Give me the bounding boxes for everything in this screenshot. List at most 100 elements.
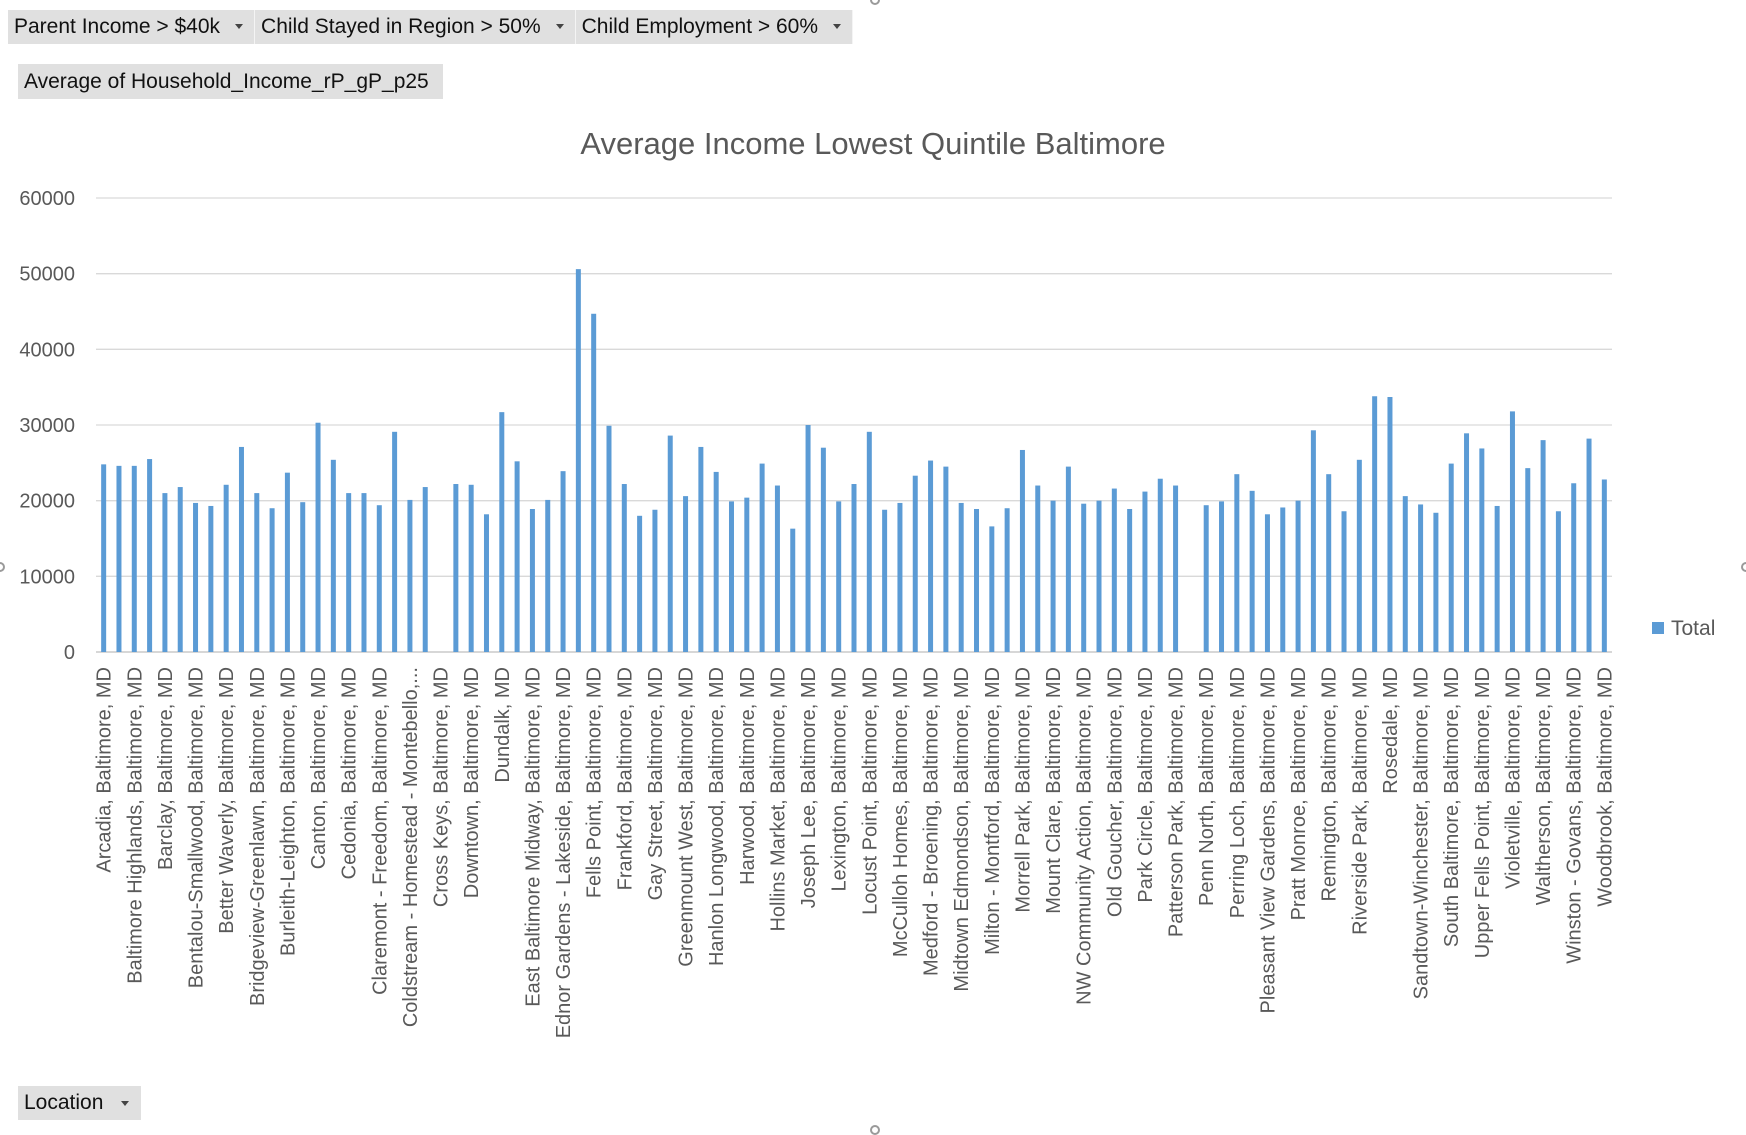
bar (637, 515, 643, 652)
bar (422, 487, 428, 652)
bar (1280, 507, 1286, 652)
bar (1081, 503, 1087, 652)
dropdown-arrow-icon[interactable] (121, 1101, 130, 1106)
bar (1111, 488, 1117, 652)
x-tick-label: Bridgeview-Greenlawn, Baltimore, MD (247, 667, 269, 1006)
bar (882, 509, 888, 652)
bar (1127, 508, 1133, 652)
dropdown-arrow-icon[interactable] (235, 24, 244, 29)
x-tick-label: Downtown, Baltimore, MD (461, 667, 483, 898)
dropdown-arrow-icon[interactable] (555, 24, 564, 29)
bar (1586, 438, 1592, 652)
bar (453, 484, 459, 652)
x-tick-label: Greenmount West, Baltimore, MD (676, 667, 698, 967)
bar (1050, 500, 1056, 652)
bar (162, 493, 168, 652)
bar (1004, 508, 1010, 652)
bar (1418, 504, 1424, 652)
y-tick-label: 20000 (19, 491, 75, 513)
bar-series (101, 269, 1607, 652)
bar (759, 463, 765, 652)
dropdown-arrow-icon[interactable] (833, 24, 842, 29)
bar (529, 508, 535, 652)
bar (1326, 474, 1332, 652)
x-tick-label: Medford - Broening, Baltimore, MD (921, 667, 943, 976)
bar (928, 460, 934, 652)
x-tick-label: Rosedale, MD (1380, 667, 1402, 794)
value-field-label: Average of Household_Income_rP_gP_p25 (24, 69, 429, 93)
bar (116, 465, 122, 652)
bar (361, 493, 367, 652)
bar (591, 313, 597, 652)
bar (1479, 448, 1485, 652)
bar (728, 501, 734, 652)
bar (958, 502, 964, 652)
filter-parent-income[interactable]: Parent Income > $40k (8, 10, 256, 44)
bar (1402, 496, 1408, 652)
x-tick-label: Bentalou-Smallwood, Baltimore, MD (186, 667, 208, 988)
chart-title: Average Income Lowest Quintile Baltimore (580, 126, 1165, 161)
x-tick-label: Locust Point, Baltimore, MD (859, 667, 881, 915)
value-field-button[interactable]: Average of Household_Income_rP_gP_p25 (18, 64, 443, 99)
bar (1310, 430, 1316, 652)
bar (1372, 396, 1378, 652)
x-tick-label: Burleith-Leighton, Baltimore, MD (277, 667, 299, 956)
bar (1601, 479, 1607, 652)
bar (1525, 468, 1531, 652)
x-tick-label: Patterson Park, Baltimore, MD (1166, 667, 1188, 937)
bar (376, 505, 382, 652)
bar (1341, 511, 1347, 652)
x-tick-label: Dundalk, MD (492, 667, 514, 783)
x-tick-label: Harwood, Baltimore, MD (737, 667, 759, 885)
bar (897, 502, 903, 652)
bar (1387, 397, 1393, 652)
bar (147, 459, 153, 652)
y-tick-label: 50000 (19, 264, 75, 286)
bar (330, 459, 336, 652)
axis-field-button-location[interactable]: Location (18, 1086, 142, 1120)
chart-resize-handle-top[interactable] (870, 0, 880, 5)
x-tick-label: Fells Point, Baltimore, MD (584, 667, 606, 898)
x-tick-label: Penn North, Baltimore, MD (1196, 667, 1218, 906)
bar (1203, 505, 1209, 652)
bar (468, 484, 474, 652)
x-tick-label: Barclay, Baltimore, MD (155, 667, 177, 870)
bar (1494, 505, 1500, 652)
x-tick-label: Violetville, Baltimore, MD (1502, 667, 1524, 889)
chart-resize-handle-left[interactable] (0, 562, 5, 572)
bar (1249, 490, 1255, 652)
bar (974, 508, 980, 652)
bar (1464, 433, 1470, 652)
legend: Total (1652, 617, 1715, 640)
bar (254, 493, 260, 652)
x-tick-label: Baltimore Highlands, Baltimore, MD (124, 667, 146, 984)
chart-resize-handle-right[interactable] (1741, 562, 1746, 572)
x-tick-label: Mount Clare, Baltimore, MD (1043, 667, 1065, 914)
x-tick-label: Joseph Lee, Baltimore, MD (798, 667, 820, 908)
bar (315, 422, 321, 652)
bar (1065, 466, 1071, 652)
filter-child-employment[interactable]: Child Employment > 60% (575, 10, 854, 44)
y-tick-label: 60000 (19, 188, 75, 210)
bar (836, 501, 842, 652)
bar (238, 446, 244, 652)
x-tick-label: Pratt Monroe, Baltimore, MD (1288, 667, 1310, 920)
bar (790, 528, 796, 652)
bar (989, 526, 995, 652)
x-tick-label: Cedonia, Baltimore, MD (339, 667, 361, 879)
bar (300, 502, 306, 652)
y-tick-label: 40000 (19, 339, 75, 361)
x-tick-label: Claremont - Freedom, Baltimore, MD (369, 667, 391, 995)
bar (1142, 491, 1148, 652)
x-tick-label: Cross Keys, Baltimore, MD (431, 667, 453, 907)
x-tick-label: Lexington, Baltimore, MD (829, 667, 851, 892)
bar (101, 464, 107, 652)
y-tick-label: 0 (64, 642, 75, 664)
bar (621, 484, 627, 652)
chart-resize-handle-bottom[interactable] (870, 1125, 880, 1135)
x-tick-label: South Baltimore, Baltimore, MD (1441, 667, 1463, 947)
bar (1356, 459, 1362, 652)
bar (346, 493, 352, 652)
filter-child-stayed-region-label: Child Stayed in Region > 50% (261, 15, 541, 38)
filter-child-stayed-region[interactable]: Child Stayed in Region > 50% (255, 10, 576, 44)
